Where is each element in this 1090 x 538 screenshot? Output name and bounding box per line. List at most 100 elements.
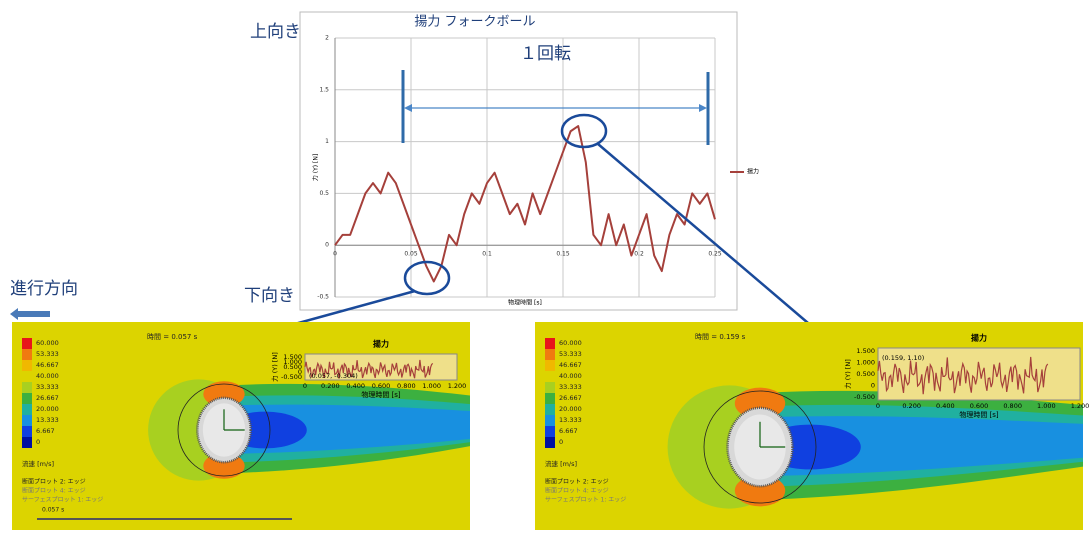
inset-title: 揚力 — [373, 339, 389, 349]
legend-value: 0 — [36, 438, 40, 446]
legend-swatch — [545, 415, 555, 426]
cfd-panel: 60.000 53.333 46.667 40.000 33.333 26.667 20.0… — [12, 322, 470, 530]
inset-line — [877, 356, 1049, 395]
y-tick-label: 1.5 — [319, 86, 329, 93]
time-label: 時間 = 0.057 s — [147, 333, 198, 341]
legend-swatch — [545, 404, 555, 415]
legend-swatch — [22, 349, 32, 360]
legend-value: 46.667 — [36, 361, 59, 369]
inset-x-tick: 0 — [303, 382, 307, 390]
legend-value: 33.333 — [559, 383, 582, 391]
legend-value: 20.000 — [36, 405, 59, 413]
y-tick-label: 2 — [325, 35, 329, 42]
cfd-panel: 60.000 53.333 46.667 40.000 33.333 26.667 20.0… — [535, 322, 1089, 530]
domain-circle — [177, 383, 271, 477]
inset-marker: (0.159, 1.10) — [882, 354, 924, 362]
legend-swatch — [22, 426, 32, 437]
y-tick-label: -0.5 — [317, 294, 329, 301]
inset-x-tick: 0.600 — [970, 402, 989, 410]
connector — [597, 143, 809, 324]
inset-x-tick: 1.200 — [448, 382, 467, 390]
inset-x-tick: 0.200 — [902, 402, 921, 410]
chart-title: 揚力 フォークボール — [414, 14, 535, 30]
inset-y-tick: 0 — [871, 382, 875, 390]
chart-frame — [299, 11, 738, 311]
legend-swatch — [545, 437, 555, 448]
inset-x-tick: 0.600 — [372, 382, 391, 390]
legend-value: 40.000 — [36, 372, 59, 380]
inset-y-tick: -0.500 — [281, 373, 302, 381]
x-axis-label: 物理時間 [s] — [508, 299, 542, 307]
inset-x-tick: 1.200 — [1071, 402, 1090, 410]
inset-marker: (0.057, -0.304) — [309, 372, 358, 380]
legend-swatch — [545, 371, 555, 382]
legend-value: 46.667 — [559, 361, 582, 369]
legend-unit: 流速 [m/s] — [22, 459, 54, 468]
legend-value: 6.667 — [559, 427, 578, 435]
data-line — [334, 125, 716, 283]
plot-note: 断面プロット 4: エッジ — [22, 487, 86, 495]
legend-value: 53.333 — [559, 350, 582, 358]
legend-value: 53.333 — [36, 350, 59, 358]
inset-x-tick: 0.800 — [397, 382, 416, 390]
inset-x-tick: 1.000 — [422, 382, 441, 390]
plot-note: サーフェスプロット 1: エッジ — [545, 497, 626, 504]
inset-x-label: 物理時間 [s] — [361, 390, 401, 399]
legend-label: 揚力 — [747, 168, 759, 176]
legend-swatch — [22, 415, 32, 426]
legend-swatch — [545, 349, 555, 360]
x-tick-label: 0.25 — [708, 251, 722, 258]
plot-note: 断面プロット 2: エッジ — [545, 478, 609, 486]
legend-value: 13.333 — [559, 416, 582, 424]
legend-value: 33.333 — [36, 383, 59, 391]
domain-circle — [703, 390, 817, 504]
plot-note: 断面プロット 4: エッジ — [545, 487, 609, 495]
legend-unit: 流速 [m/s] — [545, 459, 577, 468]
legend-value: 20.000 — [559, 405, 582, 413]
annotation-direction: 進行方向 — [10, 279, 78, 299]
inset-x-tick: 0.400 — [346, 382, 365, 390]
legend-value: 60.000 — [559, 339, 582, 347]
inset-x-tick: 0 — [876, 402, 880, 410]
legend-swatch — [545, 426, 555, 437]
highlight-ellipse — [403, 260, 451, 296]
legend-swatch — [545, 360, 555, 371]
inset-y-tick: 1.000 — [283, 358, 302, 366]
inset-y-tick: 1.000 — [856, 359, 875, 367]
legend-value: 6.667 — [36, 427, 55, 435]
annotation-up: 上向き — [250, 22, 301, 42]
time-label: 時間 = 0.159 s — [695, 333, 746, 341]
inset-title: 揚力 — [971, 333, 987, 343]
legend-swatch — [22, 404, 32, 415]
legend-value: 0 — [559, 438, 563, 446]
legend-swatch — [22, 382, 32, 393]
legend-value: 40.000 — [559, 372, 582, 380]
annotation-down: 下向き — [244, 286, 295, 306]
legend-value: 13.333 — [36, 416, 59, 424]
inset-y-tick: 1.500 — [856, 347, 875, 355]
y-tick-label: 0.5 — [319, 190, 329, 197]
inset-x-tick: 1.000 — [1037, 402, 1056, 410]
inset-y-tick: 0 — [298, 368, 302, 376]
inset-x-label: 物理時間 [s] — [959, 410, 999, 419]
inset-y-label: 力 (Y) [N] — [843, 359, 852, 389]
x-tick-label: 0.05 — [404, 251, 418, 258]
legend-value: 26.667 — [559, 394, 582, 402]
timeline-label: 0.057 s — [42, 507, 64, 514]
inset-y-tick: 1.500 — [283, 353, 302, 361]
annotation-rotation: １回転 — [520, 44, 571, 64]
legend-swatch — [22, 393, 32, 404]
inset-x-tick: 0.800 — [1003, 402, 1022, 410]
inset-x-tick: 0.200 — [321, 382, 340, 390]
y-tick-label: 1 — [325, 138, 329, 145]
rotation-arrow — [404, 104, 707, 112]
rotation-bracket — [401, 70, 710, 145]
plot-note: サーフェスプロット 1: エッジ — [22, 497, 103, 504]
legend-swatch — [545, 338, 555, 349]
legend-value: 60.000 — [36, 339, 59, 347]
inset-y-label: 力 (Y) [N] — [270, 352, 279, 382]
highlight-ellipse — [560, 113, 608, 149]
legend-swatch — [22, 338, 32, 349]
inset-y-tick: -0.500 — [854, 393, 875, 401]
